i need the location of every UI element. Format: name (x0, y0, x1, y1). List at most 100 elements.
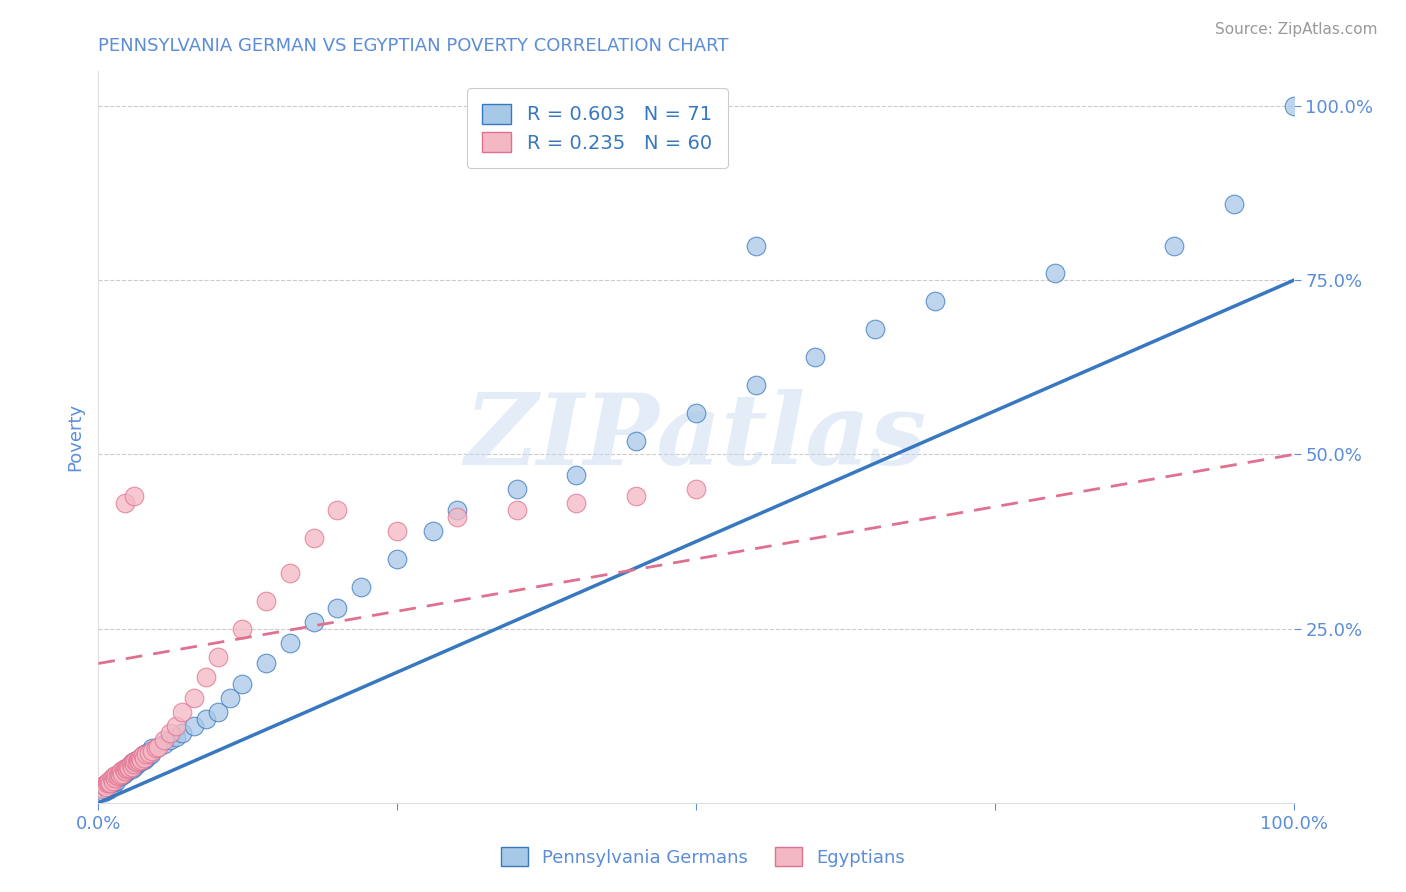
Point (134, 747, 156, 761)
Point (118, 761, 141, 775)
Point (97, 783, 120, 797)
Point (172, 726, 194, 740)
Point (107, 769, 129, 783)
Point (117, 763, 139, 777)
Point (804, 350, 827, 364)
Point (118, 761, 141, 775)
Point (104, 772, 127, 786)
Point (139, 747, 162, 761)
Point (100, 772, 122, 786)
Point (112, 763, 135, 777)
Point (153, 733, 176, 747)
Point (96, 781, 118, 796)
Point (385, 552, 409, 566)
Point (93, 785, 115, 799)
Point (159, 733, 181, 747)
Point (114, 764, 136, 779)
Point (565, 468, 588, 483)
Point (98, 773, 121, 788)
Point (924, 294, 946, 309)
Point (103, 775, 125, 789)
Point (446, 503, 468, 517)
Text: PENNSYLVANIA GERMAN VS EGYPTIAN POVERTY CORRELATION CHART: PENNSYLVANIA GERMAN VS EGYPTIAN POVERTY … (98, 37, 728, 54)
Point (138, 746, 160, 760)
Point (626, 489, 648, 503)
Point (207, 705, 229, 719)
Legend: Pennsylvania Germans, Egyptians: Pennsylvania Germans, Egyptians (494, 840, 912, 874)
Point (145, 741, 167, 756)
Point (125, 756, 148, 770)
Point (104, 772, 127, 786)
Point (422, 524, 444, 538)
Point (98, 778, 121, 792)
Point (110, 764, 132, 779)
Point (153, 737, 176, 751)
Point (96, 776, 118, 790)
Point (1043, 266, 1066, 280)
Point (326, 503, 349, 517)
Point (124, 757, 146, 772)
Point (129, 750, 152, 764)
Point (135, 747, 157, 761)
Point (745, 238, 768, 252)
Point (385, 524, 409, 538)
Point (110, 769, 132, 783)
Point (1223, 196, 1246, 211)
Y-axis label: Poverty: Poverty (66, 403, 84, 471)
Point (124, 489, 146, 503)
Point (172, 705, 194, 719)
Point (115, 763, 138, 777)
Point (105, 773, 128, 788)
Point (128, 756, 150, 770)
Point (183, 719, 205, 733)
Point (108, 766, 131, 780)
Point (117, 759, 139, 773)
Point (865, 322, 887, 336)
Point (93, 778, 115, 792)
Point (98, 776, 122, 790)
Point (139, 743, 162, 757)
Point (131, 754, 153, 768)
Point (195, 712, 218, 726)
Point (326, 600, 349, 615)
Point (122, 756, 145, 770)
Point (115, 761, 138, 775)
Point (685, 406, 707, 420)
Point (565, 496, 588, 510)
Point (115, 765, 138, 780)
Point (138, 748, 160, 763)
Point (302, 615, 325, 629)
Point (159, 726, 181, 740)
Point (1163, 238, 1185, 252)
Point (350, 580, 373, 594)
Text: Source: ZipAtlas.com: Source: ZipAtlas.com (1215, 22, 1378, 37)
Point (115, 761, 138, 775)
Point (107, 766, 129, 780)
Point (254, 594, 277, 608)
Point (101, 773, 124, 788)
Point (183, 691, 205, 706)
Point (165, 730, 187, 744)
Point (128, 754, 150, 768)
Point (97, 775, 120, 789)
Point (148, 740, 170, 755)
Point (120, 757, 142, 772)
Point (127, 753, 149, 767)
Point (105, 768, 128, 782)
Point (685, 483, 707, 497)
Point (446, 510, 468, 524)
Point (101, 778, 124, 792)
Point (195, 670, 218, 684)
Point (141, 741, 163, 756)
Point (278, 635, 301, 649)
Point (136, 746, 159, 760)
Point (108, 768, 131, 782)
Point (135, 750, 157, 764)
Point (131, 753, 153, 767)
Point (1282, 99, 1305, 113)
Point (103, 769, 125, 783)
Point (745, 377, 768, 392)
Point (141, 743, 163, 757)
Point (254, 657, 277, 671)
Point (125, 757, 148, 772)
